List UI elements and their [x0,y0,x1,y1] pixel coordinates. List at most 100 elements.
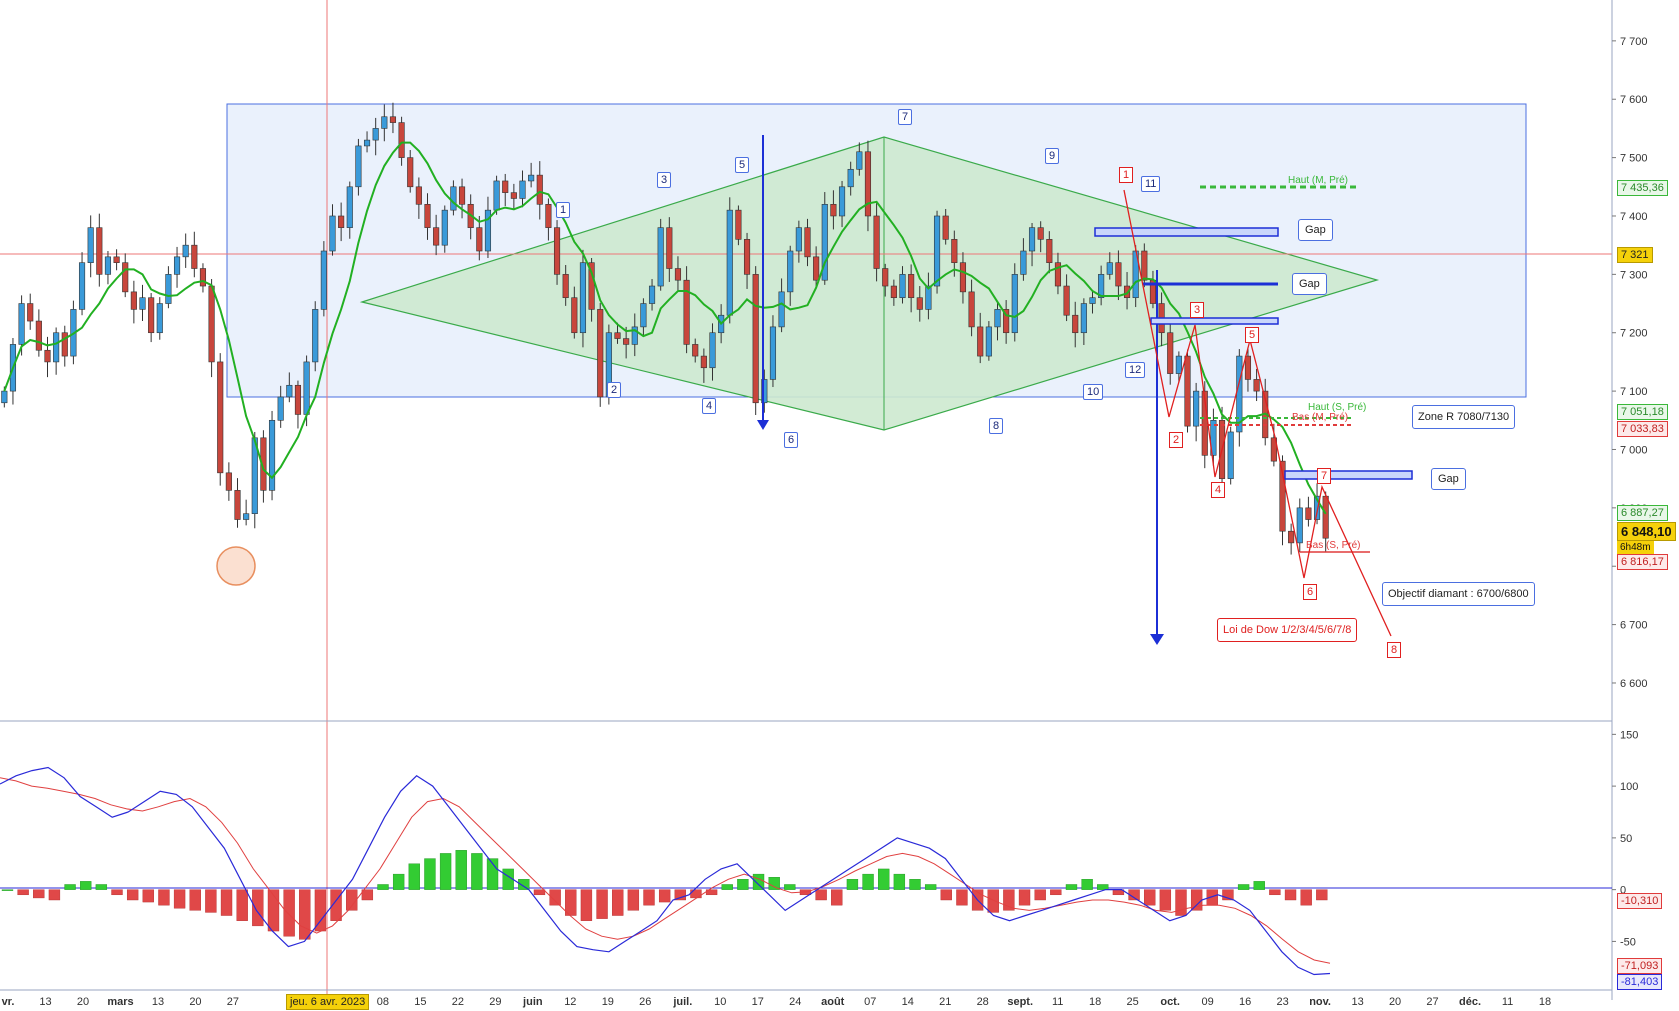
price-tick-label: 7 600 [1620,94,1648,106]
macd-bar-negative [283,889,295,937]
ma-price-badge: 6 887,27 [1617,505,1668,521]
macd-tick-label: -50 [1620,936,1636,948]
time-tick-label: 08 [377,996,389,1008]
candle-bullish [769,326,777,380]
candle-bearish [545,204,552,228]
time-tick-label: 18 [1539,996,1551,1008]
candle-bullish [303,361,310,415]
macd-bar-positive [737,879,749,890]
time-tick-label: 22 [452,996,464,1008]
wave-label-5: 5 [735,157,750,173]
candle-bearish [1141,250,1148,281]
candle-bearish [804,227,811,258]
time-tick-label: 11 [1052,996,1063,1008]
time-tick-label: 09 [1202,996,1214,1008]
macd-axis: -50 0 50 100 150 [1612,729,1638,948]
candle-bearish [398,122,405,158]
candle-bullish [994,309,1001,328]
candle-bullish [277,396,284,421]
time-tick-label: 25 [1127,996,1139,1008]
time-tick-label: juin [522,996,543,1008]
candle-bearish [614,332,621,339]
candle-bearish [130,291,137,310]
candle-bearish [476,227,483,252]
bas-s-label: Bas (S, Pré) [1306,540,1361,551]
zone-r-label: Zone R 7080/7130 [1412,405,1516,429]
candle-bullish [53,332,60,363]
candle-bullish [1193,390,1200,427]
candle-bearish [433,227,440,246]
candle-bullish [1106,262,1113,275]
time-tick-label: août [821,996,845,1008]
time-tick-label: 27 [1426,996,1438,1008]
low-marker-circle[interactable] [216,546,256,586]
time-tick-label: 20 [189,996,201,1008]
haut-s-price-badge: 7 051,18 [1617,404,1668,420]
macd-bar-negative [1284,889,1297,901]
time-tick-label: 10 [714,996,726,1008]
bas-s-price-badge: 6 816,17 [1617,554,1668,570]
candle-bearish [1322,495,1329,539]
candle-bearish [294,384,302,415]
wave-label-6: 6 [784,432,799,448]
candle-bearish [882,268,889,287]
candle-bearish [571,297,578,334]
macd-bar-positive [424,858,436,890]
macd-signal-line [0,777,1331,964]
candle-bearish [1279,460,1286,532]
macd-bar-positive [862,873,874,890]
candle-bullish [838,186,846,217]
gap-zone-top[interactable] [1094,227,1279,237]
time-tick-label: 24 [789,996,801,1008]
candle-bearish [208,285,215,363]
candle-bearish [908,274,915,299]
candle-bearish [225,472,232,491]
candle-bullish [1227,431,1234,479]
macd-bar-negative [1316,889,1328,901]
diamond-pattern[interactable] [359,136,1380,431]
price-tick-label: 7 500 [1620,153,1648,165]
candle-bullish [156,303,163,334]
candle-bearish [977,326,984,357]
time-tick-label: 21 [939,996,951,1008]
gap-zone-lower[interactable] [1150,317,1279,325]
candle-bearish [830,204,837,217]
wave-label-12: 12 [1125,362,1146,378]
time-tick-label: 07 [864,996,876,1008]
candle-bullish [631,326,638,345]
candle-bullish [1175,355,1182,374]
macd-bar-negative [1128,889,1140,901]
candle-bearish [743,239,751,275]
candle-bearish [415,186,422,205]
macd-bar-positive [80,881,92,890]
macd-line-badge: -81,403 [1617,974,1663,990]
candle-bearish [1305,507,1312,520]
diamond-measure-arrow-head [757,420,769,430]
candle-bearish [35,320,42,351]
dow-label-4: 4 [1211,482,1226,498]
macd-bar-negative [252,889,264,927]
dow-label-3: 3 [1190,302,1205,318]
macd-bar-positive [95,884,108,890]
candle-bullish [795,227,802,252]
candle-bearish [458,186,466,205]
gap-zone-bottom[interactable] [1284,470,1413,480]
candle-bearish [1046,239,1053,263]
candle-bullish [87,227,94,263]
candle-bearish [510,192,517,199]
candle-bearish [1184,355,1191,427]
candle-bearish [27,303,34,322]
macd-bar-negative [220,889,233,916]
price-tick-label: 7 000 [1620,444,1648,456]
macd-bar-positive [721,884,733,890]
candle-bearish [873,215,880,269]
macd-bar-negative [815,889,827,901]
objective-label: Objectif diamant : 6700/6800 [1382,582,1535,606]
candle-bullish [286,384,293,398]
countdown-badge: 6h48m [1617,541,1654,555]
candle-bearish [122,262,129,293]
candle-bearish [61,332,68,357]
macd-bar-negative [189,889,201,911]
wave-label-9: 9 [1045,148,1060,164]
